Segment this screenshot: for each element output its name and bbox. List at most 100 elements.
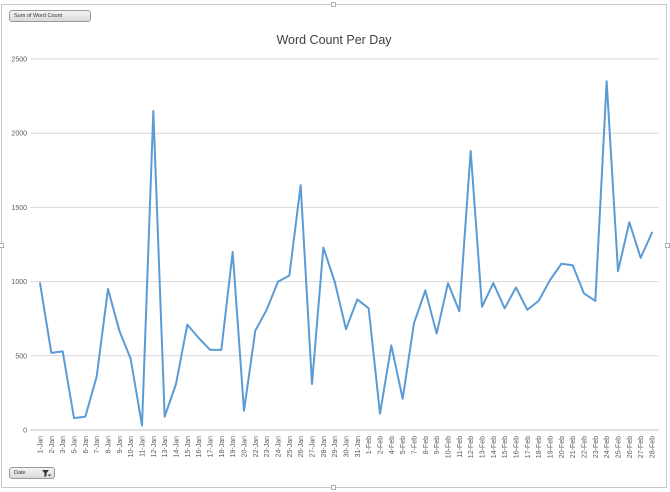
- data-point[interactable]: [128, 356, 134, 362]
- resize-handle-bottom[interactable]: [331, 485, 336, 490]
- data-point[interactable]: [37, 280, 43, 286]
- data-point[interactable]: [207, 347, 213, 353]
- axis-field-button[interactable]: Date: [9, 467, 55, 479]
- value-field-button[interactable]: Sum of Word Count: [9, 10, 91, 22]
- data-point[interactable]: [445, 280, 451, 286]
- x-tick-label: 21-Feb: [570, 436, 577, 458]
- x-tick-label: 26-Feb: [627, 436, 634, 458]
- data-point[interactable]: [82, 414, 88, 420]
- x-tick-label: 20-Jan: [242, 436, 249, 458]
- data-point[interactable]: [581, 290, 587, 296]
- y-tick-label: 0: [23, 428, 27, 435]
- data-point[interactable]: [422, 288, 428, 294]
- x-tick-label: 15-Feb: [502, 436, 509, 458]
- data-point[interactable]: [218, 347, 224, 353]
- data-point[interactable]: [638, 255, 644, 261]
- data-point[interactable]: [604, 78, 610, 84]
- data-point[interactable]: [536, 298, 542, 304]
- filter-dropdown-icon[interactable]: [42, 470, 51, 477]
- resize-handle-left[interactable]: [0, 243, 4, 248]
- data-point[interactable]: [479, 304, 485, 310]
- data-point[interactable]: [309, 381, 315, 387]
- data-point[interactable]: [230, 249, 236, 255]
- data-point[interactable]: [320, 244, 326, 250]
- x-tick-label: 13-Feb: [480, 436, 487, 458]
- y-axis-ticks: 0 500 1000 1500 2000 2500: [11, 57, 27, 435]
- data-point[interactable]: [71, 415, 77, 421]
- x-tick-label: 19-Jan: [230, 436, 237, 458]
- y-tick-label: 1000: [11, 279, 27, 286]
- x-tick-label: 1-Jan: [38, 436, 45, 454]
- x-tick-label: 26-Jan: [298, 436, 305, 458]
- data-point[interactable]: [592, 298, 598, 304]
- data-point[interactable]: [547, 277, 553, 283]
- x-tick-label: 19-Feb: [548, 436, 555, 458]
- data-point[interactable]: [60, 348, 66, 354]
- series-layer: [37, 78, 655, 429]
- x-tick-label: 31-Jan: [355, 436, 362, 458]
- x-tick-label: 22-Jan: [253, 436, 260, 458]
- data-point[interactable]: [513, 285, 519, 291]
- x-tick-label: 11-Feb: [457, 436, 464, 458]
- x-tick-label: 10-Feb: [446, 436, 453, 458]
- data-point[interactable]: [241, 408, 247, 414]
- data-point[interactable]: [173, 381, 179, 387]
- data-point[interactable]: [332, 279, 338, 285]
- x-tick-label: 13-Jan: [162, 436, 169, 458]
- x-tick-label: 8-Jan: [106, 436, 113, 454]
- x-tick-label: 12-Jan: [151, 436, 158, 458]
- x-tick-label: 16-Feb: [514, 436, 521, 458]
- data-point[interactable]: [649, 230, 655, 236]
- data-point[interactable]: [184, 322, 190, 328]
- x-tick-label: 8-Feb: [423, 436, 430, 454]
- data-point[interactable]: [400, 396, 406, 402]
- data-point[interactable]: [388, 342, 394, 348]
- data-point[interactable]: [456, 308, 462, 314]
- x-tick-label: 16-Jan: [196, 436, 203, 458]
- x-tick-label: 22-Feb: [582, 436, 589, 458]
- y-tick-label: 2000: [11, 131, 27, 138]
- data-point[interactable]: [94, 374, 100, 380]
- series-line[interactable]: [39, 80, 653, 427]
- data-point[interactable]: [366, 305, 372, 311]
- data-point[interactable]: [116, 328, 122, 334]
- chart-area[interactable]: [1, 4, 667, 488]
- data-point[interactable]: [139, 423, 145, 429]
- data-point[interactable]: [252, 328, 258, 334]
- data-point[interactable]: [105, 286, 111, 292]
- data-point[interactable]: [377, 411, 383, 417]
- data-point[interactable]: [298, 182, 304, 188]
- data-point[interactable]: [468, 148, 474, 154]
- data-point[interactable]: [570, 262, 576, 268]
- x-tick-label: 10-Jan: [128, 436, 135, 458]
- resize-handle-top[interactable]: [331, 2, 336, 7]
- data-point[interactable]: [275, 279, 281, 285]
- x-tick-label: 1-Feb: [366, 436, 373, 454]
- data-point[interactable]: [524, 307, 530, 313]
- value-field-label: Sum of Word Count: [14, 13, 63, 19]
- x-tick-label: 15-Jan: [185, 436, 192, 458]
- x-tick-label: 23-Jan: [264, 436, 271, 458]
- data-point[interactable]: [343, 326, 349, 332]
- x-tick-label: 25-Jan: [287, 436, 294, 458]
- data-point[interactable]: [502, 305, 508, 311]
- data-point[interactable]: [196, 335, 202, 341]
- x-tick-label: 20-Feb: [559, 436, 566, 458]
- data-point[interactable]: [48, 350, 54, 356]
- x-tick-label: 5-Jan: [72, 436, 79, 454]
- x-tick-label: 5-Feb: [400, 436, 407, 454]
- data-point[interactable]: [162, 414, 168, 420]
- data-point[interactable]: [615, 268, 621, 274]
- x-tick-label: 28-Jan: [321, 436, 328, 458]
- data-point[interactable]: [434, 331, 440, 337]
- data-point[interactable]: [354, 296, 360, 302]
- data-point[interactable]: [264, 307, 270, 313]
- x-tick-label: 27-Feb: [638, 436, 645, 458]
- x-tick-label: 23-Feb: [593, 436, 600, 458]
- data-point[interactable]: [490, 280, 496, 286]
- data-point[interactable]: [150, 108, 156, 114]
- data-point[interactable]: [626, 219, 632, 225]
- data-point[interactable]: [286, 273, 292, 279]
- data-point[interactable]: [411, 320, 417, 326]
- data-point[interactable]: [558, 261, 564, 267]
